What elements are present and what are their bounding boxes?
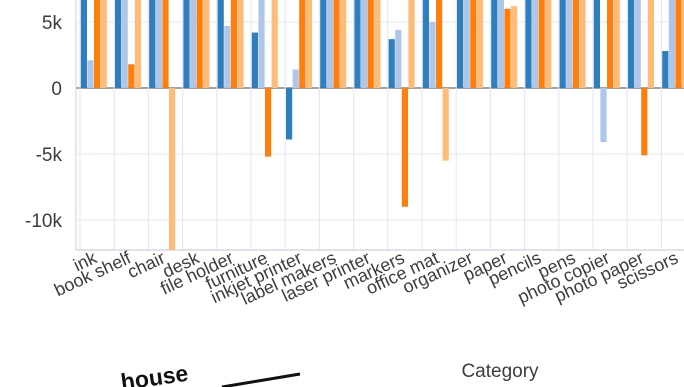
bar xyxy=(265,88,272,157)
bar xyxy=(224,25,231,88)
bar xyxy=(525,0,532,88)
bar xyxy=(641,88,648,156)
y-tick-label: 0 xyxy=(51,79,62,100)
bar xyxy=(354,0,361,88)
bar xyxy=(100,0,107,88)
bar xyxy=(628,0,635,88)
bar xyxy=(162,0,169,88)
bar xyxy=(504,8,511,88)
bar xyxy=(408,0,415,88)
bar xyxy=(361,0,368,88)
bar xyxy=(155,0,162,88)
bar xyxy=(545,0,552,88)
bar xyxy=(190,0,197,88)
bar xyxy=(134,0,141,88)
bar xyxy=(217,0,224,88)
stray-stroke xyxy=(221,372,301,387)
bar xyxy=(320,0,327,88)
bar xyxy=(401,88,408,207)
bar xyxy=(271,0,278,88)
bar xyxy=(579,0,586,88)
bar xyxy=(374,0,381,88)
x-axis-title: Category xyxy=(461,361,539,382)
bar xyxy=(251,32,258,88)
bar xyxy=(511,6,518,88)
bar xyxy=(169,88,176,250)
bar xyxy=(292,69,299,88)
bar xyxy=(299,0,306,88)
y-tick-label: -5k xyxy=(36,145,63,166)
stray-overlay: house xyxy=(119,360,301,387)
bar xyxy=(463,0,470,88)
bar xyxy=(429,22,436,88)
bar xyxy=(436,0,443,88)
bar xyxy=(491,0,498,88)
bar xyxy=(593,0,600,88)
bar xyxy=(538,0,545,88)
bar xyxy=(470,0,477,88)
bar xyxy=(682,0,684,88)
bar xyxy=(442,88,449,161)
bar xyxy=(497,0,504,88)
bar xyxy=(149,0,156,88)
bar xyxy=(340,0,347,88)
bar xyxy=(203,0,210,88)
bar xyxy=(237,0,244,88)
y-axis-ticks: 5k 0 -5k -10k xyxy=(25,13,62,232)
bar xyxy=(115,0,122,88)
bar xyxy=(675,0,682,88)
bar xyxy=(128,64,135,88)
bar xyxy=(94,0,101,88)
stray-text: house xyxy=(119,360,190,387)
bar xyxy=(600,88,607,143)
bar xyxy=(286,88,293,140)
bar xyxy=(422,0,429,88)
bar xyxy=(566,0,573,88)
bar xyxy=(668,0,675,88)
bar xyxy=(367,0,374,88)
bar xyxy=(305,0,312,88)
x-tick-label: sha xyxy=(681,247,684,278)
bar xyxy=(532,0,539,88)
bar xyxy=(634,0,641,88)
bar xyxy=(388,39,395,88)
bar xyxy=(183,0,190,88)
y-tick-label: -10k xyxy=(25,211,62,232)
bar xyxy=(326,0,333,88)
bar xyxy=(333,0,340,88)
bar xyxy=(476,0,483,88)
bar xyxy=(559,0,566,88)
bar xyxy=(572,0,579,88)
bars xyxy=(80,0,684,250)
y-tick-label: 5k xyxy=(42,13,63,34)
bar xyxy=(87,60,94,88)
bar xyxy=(258,0,265,88)
bar xyxy=(230,0,237,88)
bar xyxy=(662,51,669,88)
bar xyxy=(121,0,128,88)
bar xyxy=(607,0,614,88)
bar xyxy=(395,29,402,89)
bar xyxy=(613,0,620,88)
grid-lines xyxy=(75,0,684,251)
bar xyxy=(196,0,203,88)
bar xyxy=(647,0,654,88)
bar xyxy=(80,0,87,88)
bar xyxy=(457,0,464,88)
